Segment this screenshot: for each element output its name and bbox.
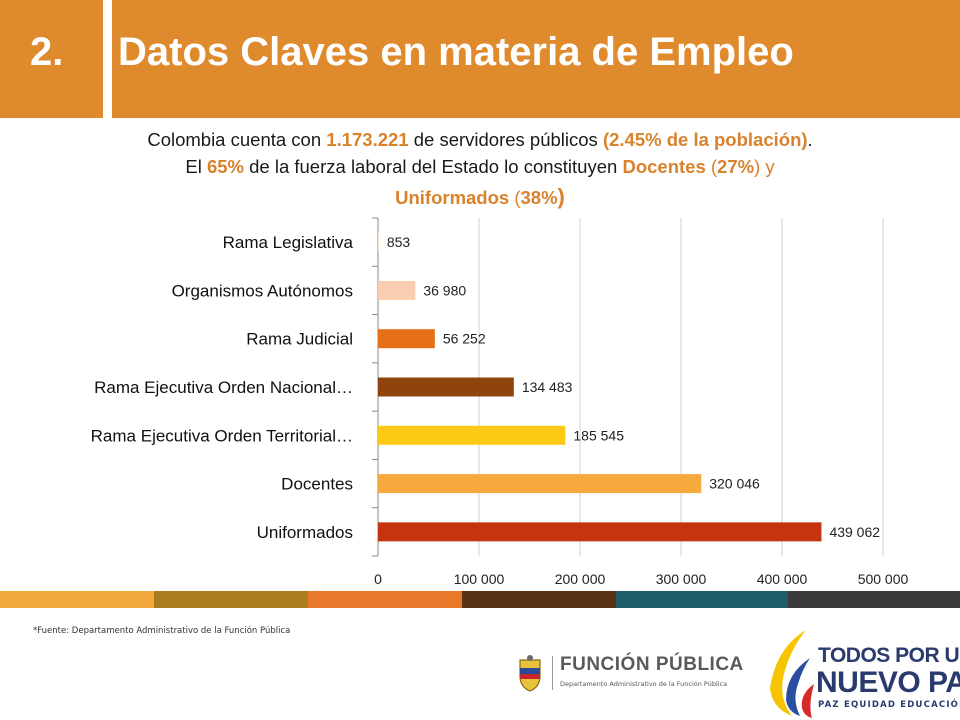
bar xyxy=(378,377,514,397)
x-tick-label: 200 000 xyxy=(555,571,606,587)
bar xyxy=(378,329,435,349)
stripe-segment xyxy=(0,591,154,608)
stripe-segment xyxy=(462,591,616,608)
value-label: 853 xyxy=(387,234,411,250)
x-tick-label: 100 000 xyxy=(454,571,505,587)
slide-header: 2. Datos Claves en materia de Empleo xyxy=(0,0,960,118)
nuevo-pais-line-2: NUEVO PAÍS xyxy=(816,666,960,699)
category-label: Docentes xyxy=(281,475,353,494)
source-note: *Fuente: Departamento Administrativo de … xyxy=(33,626,291,636)
employment-bar-chart: 0 100 000 200 000 300 000 400 000 500 000 Rama… xyxy=(91,217,909,587)
value-label: 439 062 xyxy=(829,524,880,540)
value-label: 320 046 xyxy=(709,476,760,492)
bar xyxy=(378,232,379,252)
intro-text: Colombia cuenta con 1.173.221 de servido… xyxy=(0,126,960,211)
stripe-segment xyxy=(308,591,462,608)
bar xyxy=(378,280,416,300)
bar xyxy=(378,425,566,445)
coat-of-arms-icon xyxy=(519,655,541,692)
value-label: 56 252 xyxy=(443,331,486,347)
stripe-segment xyxy=(788,591,960,608)
bar xyxy=(378,474,702,494)
header-divider xyxy=(103,0,112,118)
logo-separator xyxy=(552,656,553,690)
value-label: 36 980 xyxy=(423,282,466,298)
value-label: 185 545 xyxy=(573,427,624,443)
nuevo-pais-line-1: TODOS POR UN xyxy=(818,644,960,667)
category-label: Rama Ejecutiva Orden Nacional… xyxy=(94,378,353,397)
funcion-publica-subtitle: Departamento Administrativo de la Funció… xyxy=(560,680,728,688)
x-tick-label: 0 xyxy=(374,571,382,587)
funcion-publica-title: FUNCIÓN PÚBLICA xyxy=(560,654,744,675)
nuevo-pais-line-3: PAZ EQUIDAD EDUCACIÓN xyxy=(818,700,960,710)
category-label: Rama Judicial xyxy=(246,330,353,349)
x-tick-label: 400 000 xyxy=(757,571,808,587)
category-label: Uniformados xyxy=(257,523,353,542)
intro-line-2: El 65% de la fuerza laboral del Estado l… xyxy=(185,156,775,177)
category-label: Organismos Autónomos xyxy=(172,281,353,300)
colombia-flag-swoosh-icon xyxy=(770,630,814,718)
stripe-segment xyxy=(154,591,308,608)
funcion-publica-logo: FUNCIÓN PÚBLICA Departamento Administrat… xyxy=(506,648,743,698)
bar xyxy=(378,522,822,542)
intro-line-3: Uniformados (38%) xyxy=(395,184,565,209)
category-label: Rama Legislativa xyxy=(223,233,354,252)
category-label: Rama Ejecutiva Orden Territorial… xyxy=(91,426,353,445)
slide-title: Datos Claves en materia de Empleo xyxy=(118,30,794,74)
nuevo-pais-logo: TODOS POR UN NUEVO PAÍS PAZ EQUIDAD EDUC… xyxy=(760,622,960,720)
section-number: 2. xyxy=(30,30,64,74)
value-label: 134 483 xyxy=(522,379,573,395)
stripe-segment xyxy=(616,591,788,608)
x-tick-label: 500 000 xyxy=(858,571,909,587)
intro-line-1: Colombia cuenta con 1.173.221 de servido… xyxy=(147,129,813,150)
x-tick-label: 300 000 xyxy=(656,571,707,587)
